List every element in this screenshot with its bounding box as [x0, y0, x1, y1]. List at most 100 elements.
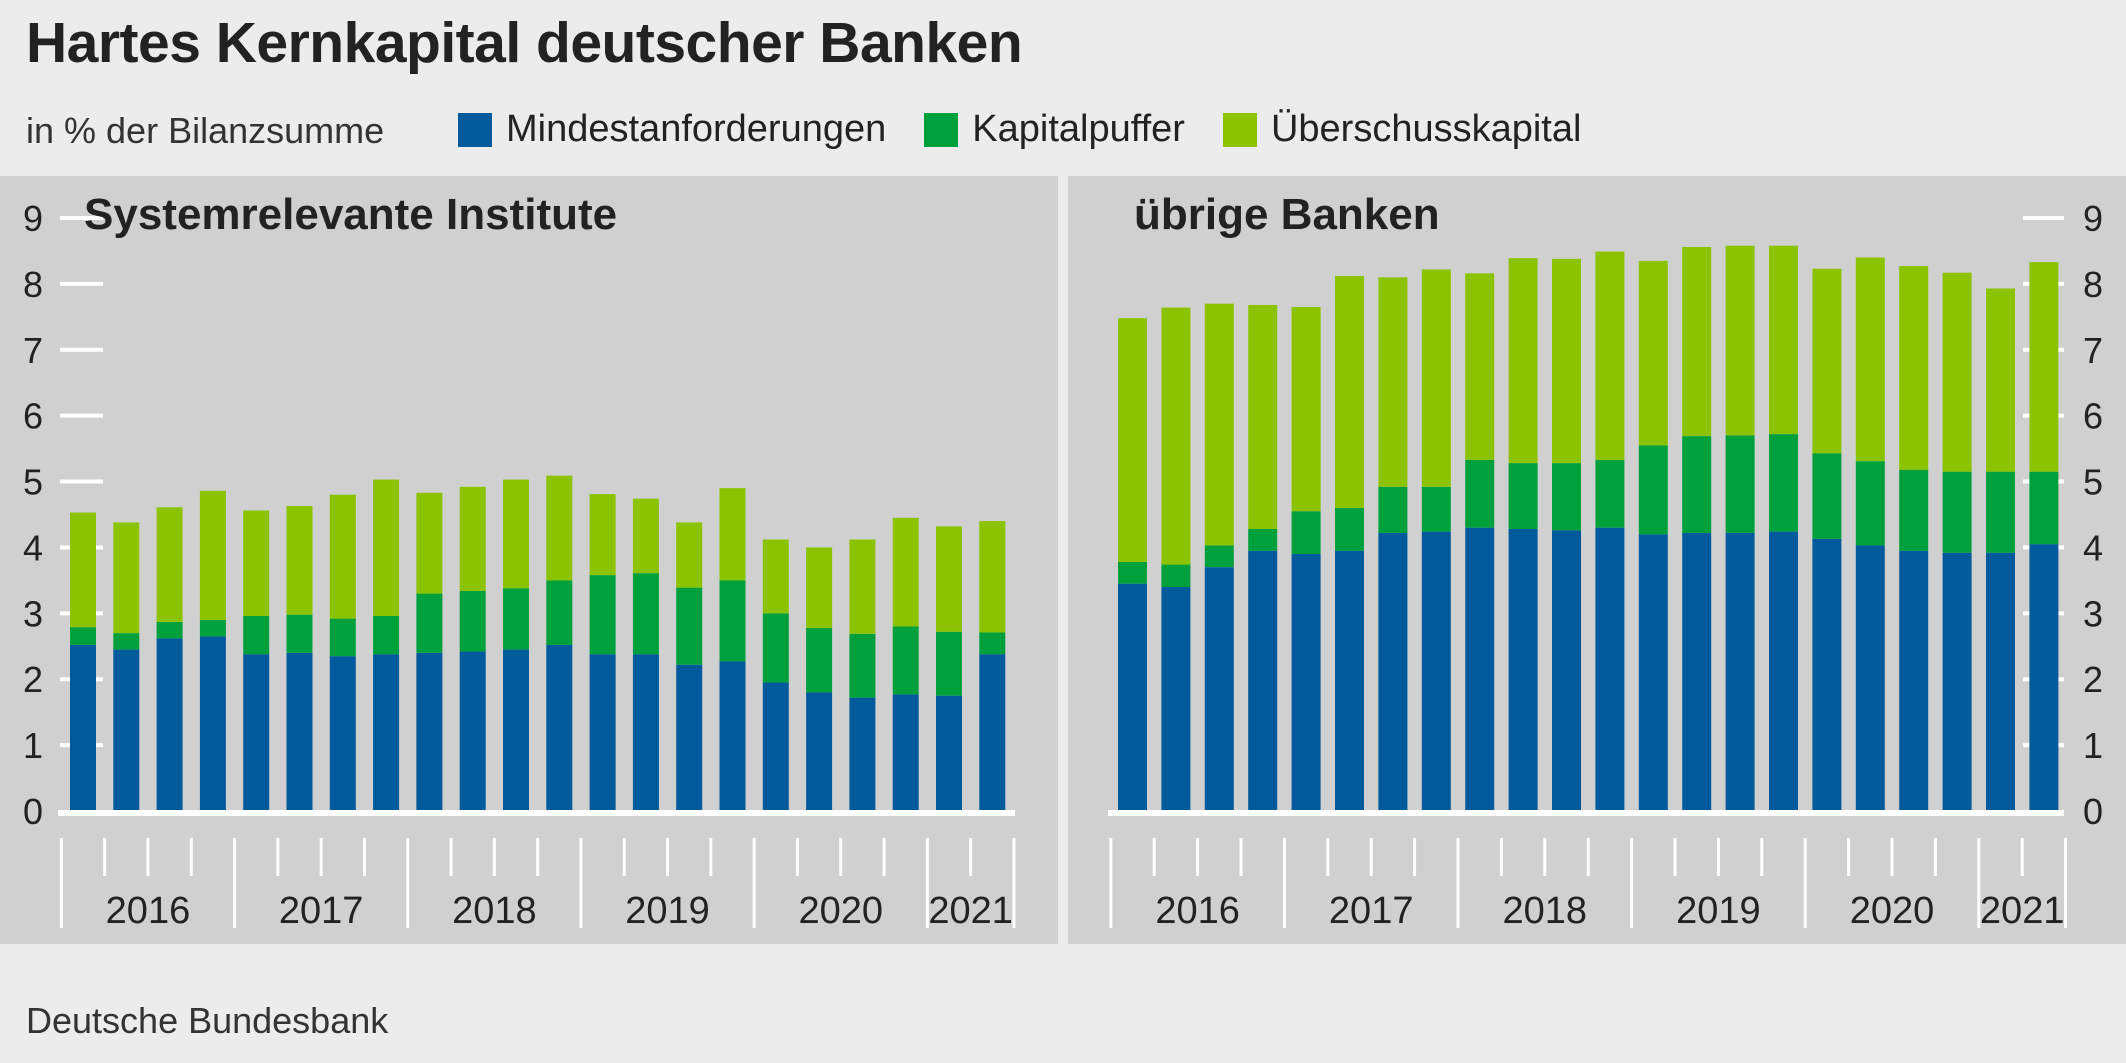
bar-mindestanforderungen — [719, 661, 746, 811]
bar-kapitalpuffer — [1421, 486, 1451, 532]
panel-title-uebrige-banken: übrige Banken — [1134, 190, 1440, 239]
bar-kapitalpuffer — [806, 627, 833, 693]
bar-kapitalpuffer — [1291, 511, 1321, 555]
bar-kapitalpuffer — [1942, 471, 1972, 553]
bar-ueberschusskapital — [979, 521, 1006, 633]
chart-svg-uebrige-banken: 0 1 2 3 4 5 6 7 8 9 2016 2017 2018 2019 2020 2021 — [1108, 198, 2103, 932]
bar-kapitalpuffer — [936, 631, 962, 696]
x-year-label: 2018 — [1503, 890, 1588, 932]
bar-mindestanforderungen — [892, 694, 919, 811]
bar-kapitalpuffer — [459, 590, 486, 652]
bar-kapitalpuffer — [286, 614, 313, 653]
bar-kapitalpuffer — [676, 587, 703, 665]
bar-mindestanforderungen — [1942, 552, 1972, 811]
bar-mindestanforderungen — [676, 664, 703, 811]
bar-ueberschusskapital — [1552, 258, 1581, 464]
x-year-label: 2020 — [1850, 890, 1935, 932]
bar-kapitalpuffer — [719, 580, 746, 662]
bar-ueberschusskapital — [1204, 303, 1234, 546]
bar-kapitalpuffer — [1552, 463, 1581, 531]
bar-mindestanforderungen — [199, 636, 226, 811]
bar-kapitalpuffer — [1855, 461, 1885, 546]
bar-ueberschusskapital — [243, 510, 270, 616]
bar-ueberschusskapital — [1335, 275, 1364, 508]
bar-mindestanforderungen — [243, 654, 270, 811]
bar-mindestanforderungen — [589, 654, 616, 811]
bar-ueberschusskapital — [1725, 245, 1755, 436]
bar-ueberschusskapital — [1421, 269, 1451, 487]
y-tick-label: 5 — [23, 462, 43, 503]
legend: Mindestanforderungen Kapitalpuffer Übers… — [458, 108, 1581, 151]
bar-kapitalpuffer — [1595, 459, 1625, 528]
chart-svg-systemrelevante: 0 1 2 3 4 5 6 7 8 9 2016 2017 2018 2019 2020 2021 — [23, 198, 1016, 932]
bar-kapitalpuffer — [1118, 561, 1147, 584]
bar-mindestanforderungen — [806, 692, 833, 811]
legend-label-ueberschusskapital: Überschusskapital — [1270, 108, 1582, 150]
y-tick-label: 4 — [23, 527, 43, 568]
x-year-label: 2016 — [1155, 890, 1240, 932]
bar-mindestanforderungen — [373, 654, 400, 811]
y-tick-label: 7 — [2083, 330, 2103, 371]
bar-kapitalpuffer — [1812, 453, 1842, 539]
chart-title: Hartes Kernkapital deutscher Banken — [26, 11, 1023, 75]
bar-mindestanforderungen — [156, 638, 183, 811]
bar-ueberschusskapital — [113, 522, 140, 634]
panel-title-systemrelevante: Systemrelevante Institute — [84, 190, 618, 239]
y-tick-label: 0 — [2083, 791, 2103, 832]
x-year-label: 2018 — [452, 890, 537, 932]
y-tick-label: 7 — [23, 330, 43, 371]
legend-swatch-mindestanforderungen — [458, 112, 492, 147]
legend-item-kapitalpuffer: Kapitalpuffer — [924, 108, 1185, 151]
bar-ueberschusskapital — [459, 486, 486, 591]
bar-ueberschusskapital — [1682, 246, 1712, 437]
chart-subtitle: in % der Bilanzsumme — [26, 110, 385, 151]
legend-swatch-ueberschusskapital — [1222, 112, 1257, 147]
bar-mindestanforderungen — [1899, 550, 1929, 811]
bar-mindestanforderungen — [1508, 528, 1538, 811]
bar-ueberschusskapital — [849, 539, 876, 634]
x-year-label: 2017 — [1329, 890, 1414, 932]
bar-mindestanforderungen — [979, 654, 1006, 811]
y-tick-label: 3 — [2083, 593, 2103, 634]
legend-label-mindestanforderungen: Mindestanforderungen — [506, 108, 887, 150]
y-tick-label: 9 — [23, 198, 43, 239]
bar-ueberschusskapital — [503, 479, 529, 589]
bar-mindestanforderungen — [1421, 531, 1451, 811]
bar-kapitalpuffer — [1465, 459, 1495, 528]
bar-kapitalpuffer — [2029, 471, 2059, 545]
bar-kapitalpuffer — [1682, 436, 1712, 533]
bar-kapitalpuffer — [589, 575, 616, 655]
x-year-label: 2020 — [798, 890, 883, 932]
bar-mindestanforderungen — [1725, 532, 1755, 811]
bar-ueberschusskapital — [70, 512, 96, 628]
bar-mindestanforderungen — [1638, 534, 1668, 811]
bar-kapitalpuffer — [373, 615, 400, 655]
bar-ueberschusskapital — [199, 490, 226, 620]
bar-kapitalpuffer — [1335, 507, 1364, 551]
bar-kapitalpuffer — [1204, 545, 1234, 568]
legend-label-kapitalpuffer: Kapitalpuffer — [972, 108, 1185, 150]
bar-kapitalpuffer — [1508, 463, 1538, 529]
bar-mindestanforderungen — [1291, 554, 1321, 811]
bar-kapitalpuffer — [1161, 564, 1191, 587]
bar-ueberschusskapital — [1986, 288, 2015, 472]
bar-ueberschusskapital — [546, 475, 573, 581]
bar-ueberschusskapital — [1508, 258, 1538, 464]
x-year-label: 2016 — [106, 890, 191, 932]
bar-ueberschusskapital — [1855, 257, 1885, 462]
bar-kapitalpuffer — [199, 619, 226, 637]
bar-kapitalpuffer — [849, 633, 876, 698]
x-year-label: 2019 — [625, 890, 710, 932]
bar-mindestanforderungen — [416, 652, 443, 811]
bar-ueberschusskapital — [1118, 318, 1147, 562]
bar-kapitalpuffer — [1638, 445, 1668, 535]
x-year-label: 2021 — [928, 890, 1013, 932]
bar-mindestanforderungen — [1335, 550, 1364, 811]
bar-ueberschusskapital — [1291, 306, 1321, 512]
bar-mindestanforderungen — [1855, 545, 1885, 811]
legend-item-mindestanforderungen: Mindestanforderungen — [458, 108, 886, 151]
bar-ueberschusskapital — [719, 488, 746, 581]
bar-mindestanforderungen — [503, 649, 529, 811]
y-tick-label: 4 — [2083, 527, 2103, 568]
bar-ueberschusskapital — [286, 505, 313, 615]
